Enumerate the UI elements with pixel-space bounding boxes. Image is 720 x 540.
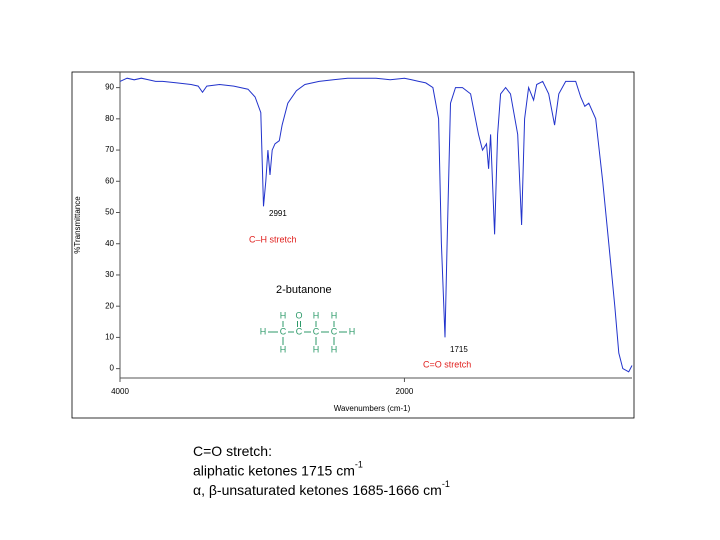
y-axis-title: %Transmittance (73, 196, 82, 254)
annotation: 1715 (450, 345, 468, 354)
atom: C (280, 326, 287, 336)
caption-text: α, β-unsaturated ketones 1685-1666 cm (193, 482, 442, 498)
atom: O (295, 310, 302, 320)
y-tick-label: 90 (105, 83, 114, 92)
annotation: 2991 (269, 209, 287, 218)
caption-text: aliphatic ketones 1715 cm (193, 462, 355, 478)
x-tick-label: 2000 (396, 387, 414, 396)
annotation: 2-butanone (276, 284, 332, 296)
atom: C (331, 326, 338, 336)
caption-sup: -1 (442, 479, 450, 489)
atom: H (313, 344, 320, 354)
x-axis-title: Wavenumbers (cm-1) (334, 404, 411, 413)
y-tick-label: 60 (105, 176, 114, 185)
atom: H (280, 310, 287, 320)
atom: H (280, 344, 287, 354)
y-tick-label: 20 (105, 301, 114, 310)
chart-frame (71, 71, 635, 419)
annotation: C=O stretch (423, 359, 471, 369)
y-tick-label: 40 (105, 239, 114, 248)
atom: H (331, 344, 338, 354)
atom: H (331, 310, 338, 320)
x-tick-label: 4000 (111, 387, 129, 396)
caption-sup: -1 (355, 460, 363, 470)
spectrum-line (119, 77, 633, 373)
y-tick-label: 30 (105, 270, 114, 279)
atom: H (260, 326, 267, 336)
atom: H (313, 310, 320, 320)
caption-line: α, β-unsaturated ketones 1685-1666 cm-1 (193, 479, 450, 497)
y-tick-label: 50 (105, 208, 114, 217)
y-tick-label: 70 (105, 145, 114, 154)
caption-line: C=O stretch: (193, 443, 272, 459)
caption-line: aliphatic ketones 1715 cm-1 (193, 460, 363, 478)
y-tick-label: 10 (105, 333, 114, 342)
annotation: C–H stretch (249, 234, 297, 244)
atom: C (313, 326, 320, 336)
atom: H (349, 326, 356, 336)
y-tick-label: 0 (110, 364, 115, 373)
caption-text: C=O stretch: (193, 443, 272, 459)
y-tick-label: 80 (105, 114, 114, 123)
atom: C (296, 326, 303, 336)
